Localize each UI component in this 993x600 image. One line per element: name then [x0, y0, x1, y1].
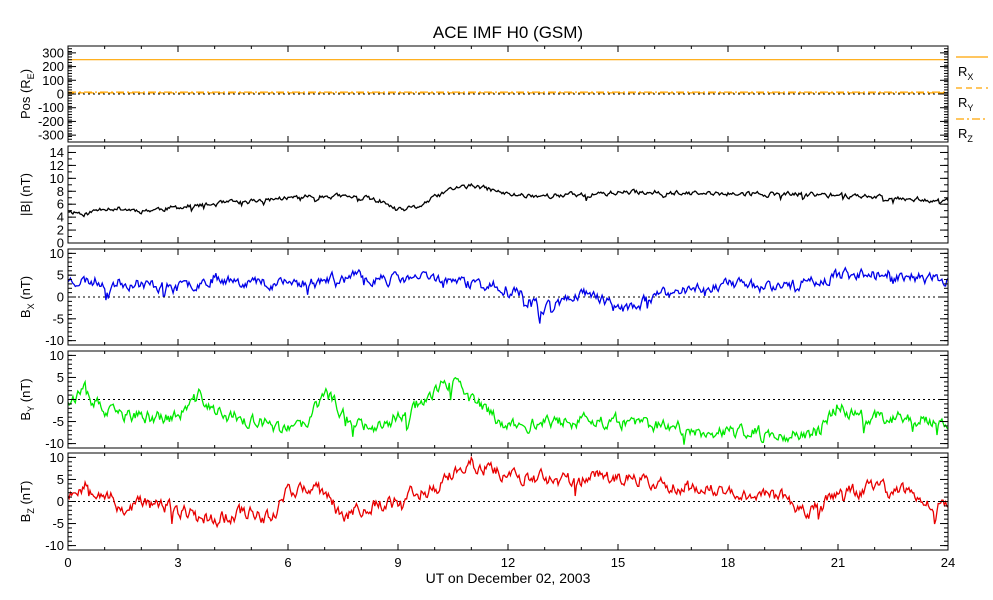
x-axis-label: UT on December 02, 2003: [426, 570, 591, 586]
y-axis-label-bz: BZ (nT): [18, 481, 36, 523]
y-tick-label-pos-1: 200: [42, 59, 64, 74]
series-line-by-0: [68, 376, 948, 445]
series-line-bmag-0: [68, 182, 948, 218]
y-axis-label-base-bz: B: [18, 514, 33, 523]
y-tick-label-bmag-3: 8: [57, 184, 64, 199]
y-axis-label-base-by: B: [18, 412, 33, 421]
y-tick-label-bx-4: -10: [45, 333, 64, 348]
y-tick-label-bx-3: -5: [52, 311, 64, 326]
y-axis-label-sub-pos: E: [26, 73, 36, 79]
y-tick-label-bx-0: 10: [50, 246, 64, 261]
y-axis-label-end-pos: ): [18, 69, 33, 73]
y-tick-label-pos-6: -300: [38, 128, 64, 143]
legend-label-sub-2: Z: [967, 134, 973, 144]
chart-title: ACE IMF H0 (GSM): [433, 23, 583, 42]
x-tick-label-6: 18: [721, 555, 735, 570]
y-tick-label-pos-2: 100: [42, 73, 64, 88]
x-tick-label-8: 24: [941, 555, 955, 570]
y-axis-label-pos: Pos (RE): [18, 69, 36, 119]
x-tick-label-0: 0: [64, 555, 71, 570]
x-tick-label-2: 6: [284, 555, 291, 570]
legend-label-1: RY: [958, 95, 973, 113]
y-tick-label-bmag-6: 2: [57, 223, 64, 238]
y-axis-label-bx: BX (nT): [18, 276, 36, 318]
y-axis-label-bmag: |B| (nT): [18, 173, 33, 216]
y-tick-label-bz-0: 10: [50, 450, 64, 465]
y-axis-label-end-bx: (nT): [18, 276, 33, 303]
y-axis-label-base-pos: Pos (R: [18, 79, 33, 119]
panel-bz: 10 5 0 -5 -10 BZ (nT): [18, 450, 949, 553]
x-axis: 0 3 6 9 12 15 18 21 24: [64, 555, 955, 570]
legend-label-base-2: R: [958, 126, 967, 141]
y-tick-label-by-1: 5: [57, 370, 64, 385]
y-axis-label-end-bz: (nT): [18, 481, 33, 508]
y-tick-label-by-0: 10: [50, 348, 64, 363]
x-tick-label-4: 12: [501, 555, 515, 570]
y-tick-label-bz-1: 5: [57, 472, 64, 487]
y-axis-label-end-by: (nT): [18, 378, 33, 405]
y-tick-label-bz-3: -5: [52, 516, 64, 531]
y-tick-label-pos-4: -100: [38, 100, 64, 115]
y-axis-label-base-bx: B: [18, 309, 33, 318]
x-tick-label-1: 3: [174, 555, 181, 570]
panel-bx: 10 5 0 -5 -10 BX (nT): [18, 246, 949, 348]
y-tick-label-bz-4: -10: [45, 538, 64, 553]
y-tick-label-bx-1: 5: [57, 268, 64, 283]
y-tick-label-bmag-7: 0: [57, 236, 64, 251]
legend-label-base-0: R: [958, 64, 967, 79]
panel-by: 10 5 0 -5 -10 BY (nT): [18, 348, 949, 451]
x-tick-label-5: 15: [611, 555, 625, 570]
y-tick-label-by-2: 0: [57, 392, 64, 407]
y-tick-label-bz-2: 0: [57, 494, 64, 509]
y-tick-label-bmag-1: 12: [50, 158, 64, 173]
y-tick-label-bmag-0: 14: [50, 145, 64, 160]
legend-label-base-1: R: [958, 95, 967, 110]
y-tick-label-pos-0: 300: [42, 45, 64, 60]
y-axis-label-sub-bz: Z: [26, 508, 36, 514]
y-tick-label-by-4: -10: [45, 436, 64, 451]
y-tick-label-pos-5: -200: [38, 114, 64, 129]
y-axis-label-by: BY (nT): [18, 378, 36, 420]
y-tick-label-bmag-2: 10: [50, 171, 64, 186]
y-tick-label-bx-2: 0: [57, 290, 64, 305]
legend-label-2: RZ: [958, 126, 973, 144]
y-axis-label-sub-by: Y: [26, 406, 36, 412]
y-axis-label-base-bmag: |B| (nT): [18, 173, 33, 216]
x-tick-label-3: 9: [394, 555, 401, 570]
y-axis-label-sub-bx: X: [26, 303, 36, 309]
legend-label-sub-0: X: [967, 72, 973, 82]
y-tick-label-by-3: -5: [52, 414, 64, 429]
series-line-bx-0: [68, 266, 948, 324]
y-tick-label-pos-3: 0: [57, 87, 64, 102]
x-tick-label-7: 21: [831, 555, 845, 570]
y-tick-label-bmag-4: 6: [57, 197, 64, 212]
y-tick-label-bmag-5: 4: [57, 210, 64, 225]
series-line-bz-0: [68, 455, 948, 529]
legend-label-sub-1: Y: [967, 103, 973, 113]
legend-label-0: RX: [958, 64, 973, 82]
